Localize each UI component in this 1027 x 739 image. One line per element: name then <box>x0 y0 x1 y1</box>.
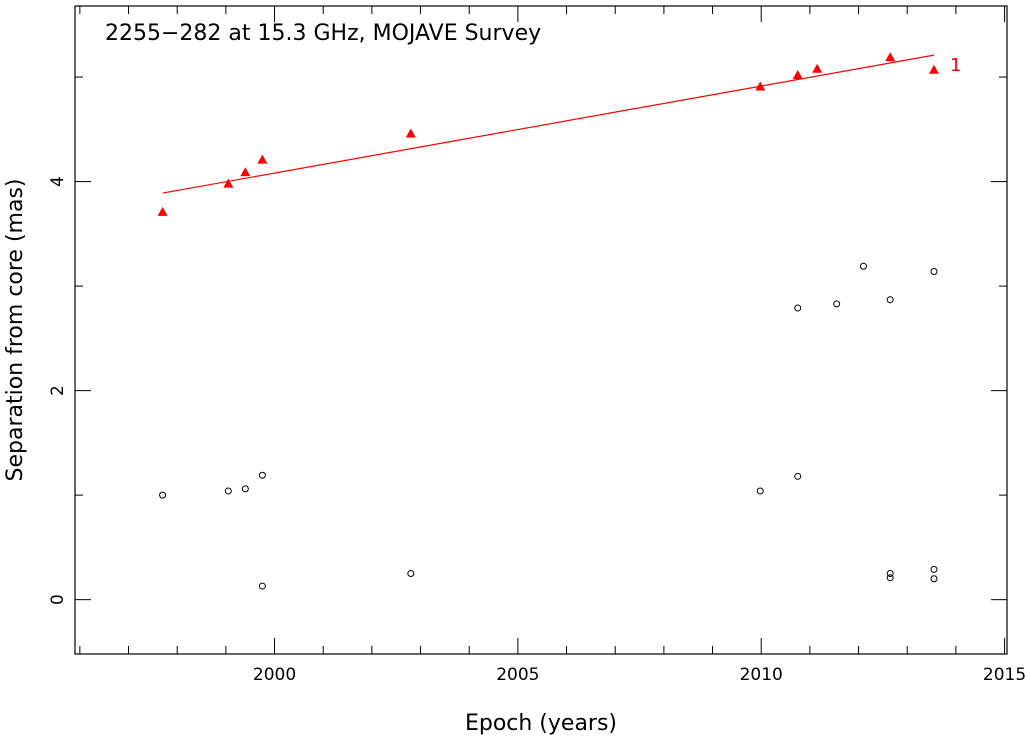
circle-marker <box>930 575 938 583</box>
circle-marker <box>859 262 867 270</box>
circle-marker <box>930 267 938 275</box>
y-axis-label: Separation from core (mas) <box>3 179 28 482</box>
triangle-marker <box>792 69 803 79</box>
circle-marker <box>258 471 266 479</box>
circle-marker <box>224 487 232 495</box>
circle-marker <box>159 491 167 499</box>
axis-tick-labels: 2000 2005 2010 2015 0 2 4 <box>48 176 1026 685</box>
triangle-marker <box>240 167 251 177</box>
fit-lines: 1 <box>162 54 961 194</box>
circle-marker <box>886 570 894 578</box>
circle-marker <box>756 487 764 495</box>
data-markers <box>157 52 939 590</box>
x-tick-label: 2000 <box>253 665 296 685</box>
circle-marker <box>407 570 415 578</box>
x-tick-label: 2010 <box>740 665 783 685</box>
plot-frame <box>74 5 1008 655</box>
chart-title: 2255−282 at 15.3 GHz, MOJAVE Survey <box>105 21 541 46</box>
triangle-marker <box>157 206 168 216</box>
x-tick-label: 2015 <box>983 665 1026 685</box>
triangle-marker <box>223 178 234 188</box>
circle-marker <box>886 574 894 582</box>
circle-marker <box>258 582 266 590</box>
x-axis-label: Epoch (years) <box>465 711 617 736</box>
circle-marker <box>241 485 249 493</box>
x-tick-label: 2005 <box>496 665 539 685</box>
y-tick-label: 0 <box>48 594 68 605</box>
component-label: 1 <box>950 55 961 76</box>
triangle-marker <box>257 154 268 164</box>
circle-marker <box>886 296 894 304</box>
circle-marker <box>794 304 802 312</box>
triangle-marker <box>928 64 939 74</box>
y-tick-label: 2 <box>48 385 68 396</box>
fit-line <box>162 54 935 194</box>
circle-marker <box>833 300 841 308</box>
circle-marker <box>794 472 802 480</box>
triangle-marker <box>405 128 416 138</box>
y-tick-label: 4 <box>48 176 68 187</box>
circle-marker <box>930 565 938 573</box>
triangle-marker <box>812 63 823 73</box>
triangle-marker <box>755 81 766 91</box>
triangle-marker <box>885 52 896 62</box>
axis-ticks <box>75 6 1007 654</box>
